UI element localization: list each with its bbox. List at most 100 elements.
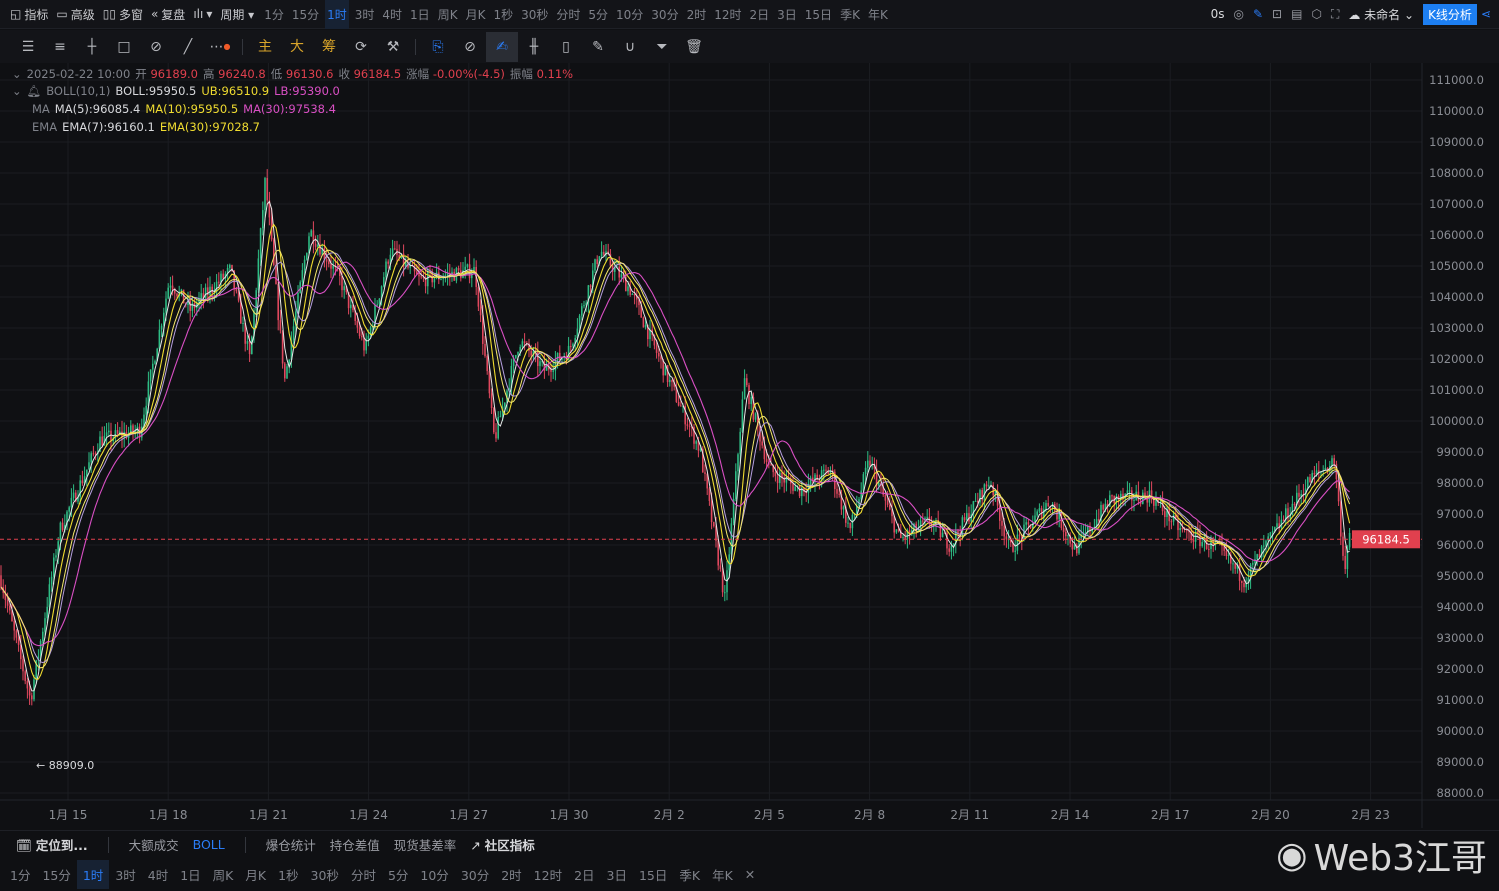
timeframe-tab[interactable]: 季K xyxy=(840,7,860,22)
candles-icon[interactable]: ╫ xyxy=(529,38,539,55)
brush-icon[interactable]: ⚒ xyxy=(386,38,400,55)
timeframe-tab[interactable]: 30分 xyxy=(460,867,490,883)
timeframe-tab[interactable]: 4时 xyxy=(382,7,403,22)
candle-body xyxy=(163,312,165,326)
boll-indicator[interactable]: BOLL xyxy=(192,837,225,852)
candle-body xyxy=(1153,499,1155,506)
trash-icon[interactable]: 🗑 xyxy=(685,38,703,55)
candle-body xyxy=(1126,490,1129,494)
refresh-icon[interactable]: ⟳ xyxy=(355,38,367,55)
timeframe-tab[interactable]: 2日 xyxy=(574,867,595,883)
eraser-icon[interactable]: ⊘ xyxy=(464,38,476,55)
bookmark-icon[interactable]: ⎘ xyxy=(432,38,444,55)
timeframe-tab[interactable]: 10分 xyxy=(616,7,644,22)
community-indicator[interactable]: ↗ 社区指标 xyxy=(470,838,535,853)
candle-body xyxy=(847,522,849,524)
indicator-button[interactable]: ◱ 指标 xyxy=(10,7,49,22)
collapse-icon[interactable]: ⌄ xyxy=(12,84,22,98)
timeframe-tab[interactable]: 1日 xyxy=(180,867,201,883)
timeframe-tab[interactable]: 分时 xyxy=(556,7,581,22)
timeframe-tab[interactable]: 2时 xyxy=(686,7,707,22)
draw-icon[interactable]: ✍ xyxy=(486,31,518,62)
parallel-lines-icon[interactable]: ≡ xyxy=(54,38,66,55)
chip-button[interactable]: 筹 xyxy=(322,38,336,55)
filter-icon[interactable]: ⏷ xyxy=(656,38,668,55)
bell-icon[interactable]: 🔔︎ xyxy=(26,84,42,98)
timeframe-tab[interactable]: 12时 xyxy=(714,7,742,22)
locate-button[interactable]: 🗓 定位到... xyxy=(16,838,88,853)
add-window-icon[interactable]: ⊡ xyxy=(1272,7,1283,21)
settings-icon[interactable]: ⬡ xyxy=(1311,7,1322,21)
timeframe-tab[interactable]: 月K xyxy=(245,867,267,883)
candle-body xyxy=(889,504,891,510)
fullscreen-icon[interactable]: ⛶ xyxy=(1330,6,1340,21)
candle-body xyxy=(823,469,825,471)
main-chart-button[interactable]: 主 xyxy=(258,38,272,55)
timeframe-tab[interactable]: 1分 xyxy=(10,867,31,883)
candle-body xyxy=(215,281,218,293)
template-icon[interactable]: ▤ xyxy=(1291,7,1303,21)
rectangle-icon[interactable]: □ xyxy=(117,38,131,55)
timeframe-tab[interactable]: 30分 xyxy=(651,7,679,22)
close-icon[interactable]: ✕ xyxy=(744,866,756,882)
timeframe-tab[interactable]: 1秒 xyxy=(278,867,299,883)
timeframe-tab[interactable]: 1秒 xyxy=(493,7,514,22)
timeframe-tab[interactable]: 15分 xyxy=(42,867,71,883)
basis-indicator[interactable]: 现货基差率 xyxy=(393,838,457,853)
timeframe-tab[interactable]: 15日 xyxy=(804,7,833,22)
trend-line-icon[interactable]: ╱ xyxy=(183,38,193,55)
timeframe-tab[interactable]: 1分 xyxy=(264,7,284,22)
liquidation-indicator[interactable]: 爆仓统计 xyxy=(265,838,316,853)
lines-icon[interactable]: ☰ xyxy=(21,38,35,55)
price-chart[interactable]: 111000.0 110000.0 109000.0 108000.0 107000.0… xyxy=(0,63,1499,828)
timeframe-tab[interactable]: 分时 xyxy=(350,867,376,883)
timeframe-tab[interactable]: 1时 xyxy=(325,0,349,29)
replay-button[interactable]: «复盘 xyxy=(150,7,186,22)
timeframe-tab[interactable]: 月K xyxy=(465,7,486,22)
share-icon[interactable]: ⋖ xyxy=(1480,7,1491,21)
note-icon[interactable]: ✎ xyxy=(592,38,604,55)
candle-body xyxy=(174,289,176,294)
timeframe-tab[interactable]: 年K xyxy=(867,7,888,22)
period-dropdown[interactable]: 周期 ▾ xyxy=(220,7,255,22)
big-trade-indicator[interactable]: 大额成交 xyxy=(128,838,179,853)
timeframe-tab[interactable]: 3时 xyxy=(115,867,136,883)
timeframe-tab[interactable]: 3时 xyxy=(354,7,375,22)
big-order-button[interactable]: 大 xyxy=(290,38,304,55)
collapse-icon[interactable]: ⌄ xyxy=(12,67,22,81)
timeframe-tab[interactable]: 年K xyxy=(712,867,733,883)
timeframe-tab[interactable]: 3日 xyxy=(606,867,627,883)
timeframe-tab[interactable]: 30秒 xyxy=(310,867,339,883)
oi-diff-indicator[interactable]: 持仓差值 xyxy=(329,838,380,853)
candle-body xyxy=(1122,493,1124,499)
layout-dropdown[interactable]: ☁ 未命名 ⌄ xyxy=(1348,7,1415,22)
candle-type-dropdown[interactable]: ılı ▾ xyxy=(193,7,213,21)
pen-icon[interactable]: ✎ xyxy=(1252,7,1264,21)
timeframe-tab[interactable]: 5分 xyxy=(387,867,409,883)
more-icon[interactable]: ⋯● xyxy=(209,38,231,55)
timeframe-tab[interactable]: 1时 xyxy=(76,859,110,889)
camera-icon[interactable]: ◎ xyxy=(1233,7,1244,21)
timeframe-tab[interactable]: 2时 xyxy=(501,867,522,883)
magnet-icon[interactable]: ∪ xyxy=(624,38,636,55)
multi-window-button[interactable]: ▯▯ 多窗 xyxy=(102,7,143,22)
timeframe-tab[interactable]: 2日 xyxy=(749,7,770,22)
lock-icon[interactable]: ▯ xyxy=(562,38,570,55)
timeframe-tab[interactable]: 3日 xyxy=(777,7,797,22)
timeframe-tab[interactable]: 15日 xyxy=(638,867,668,883)
timeframe-tab[interactable]: 4时 xyxy=(147,867,169,883)
timeframe-tab[interactable]: 周K xyxy=(437,7,458,22)
timeframe-tab[interactable]: 30秒 xyxy=(521,7,549,22)
timeframe-tab[interactable]: 季K xyxy=(679,867,701,883)
timeframe-tab[interactable]: 12时 xyxy=(533,867,563,883)
kline-analysis-button[interactable]: K线分析 xyxy=(1423,3,1477,25)
candlestick-chart[interactable]: 111000.0 110000.0 109000.0 108000.0 107000.0… xyxy=(0,63,1499,828)
timeframe-tab[interactable]: 5分 xyxy=(588,7,609,22)
timeframe-tab[interactable]: 15分 xyxy=(291,7,320,22)
ruler-icon[interactable]: ⊘ xyxy=(150,38,162,55)
horizontal-line-icon[interactable]: ┼ xyxy=(87,38,97,55)
advanced-button[interactable]: ▭ 高级 xyxy=(56,7,95,22)
timeframe-tab[interactable]: 1日 xyxy=(410,7,430,22)
timeframe-tab[interactable]: 周K xyxy=(212,867,234,883)
timeframe-tab[interactable]: 10分 xyxy=(420,867,449,883)
